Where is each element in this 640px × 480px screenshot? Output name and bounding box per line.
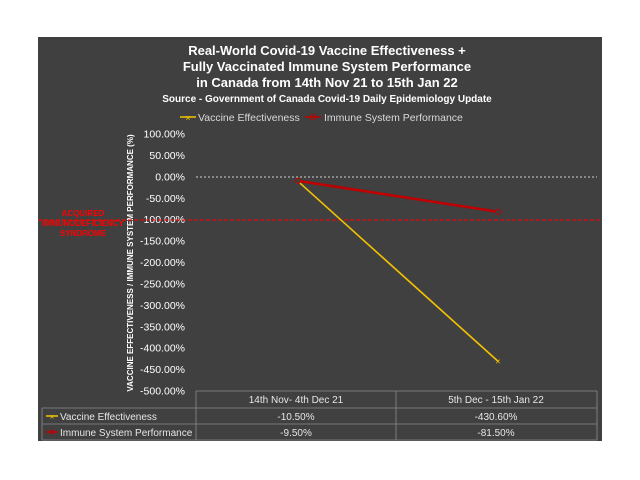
y-tick-label: -200.00% xyxy=(140,257,185,269)
reference-label-line-3: SYNDROME xyxy=(60,229,107,238)
series-line-immune-system-performance xyxy=(297,179,499,214)
data-point-vaccine-effectiveness-2: × xyxy=(495,356,500,366)
chart-background xyxy=(38,37,602,441)
y-tick-label: -50.00% xyxy=(146,193,185,205)
table-row-label-immune-system-performance: Immune System Performance xyxy=(60,428,193,439)
table-cell-immune-system-performance-2: -81.50% xyxy=(477,428,514,439)
reference-label-line-1: ACQUIRED xyxy=(62,209,105,218)
legend-label-vaccine-effectiveness: Vaccine Effectiveness xyxy=(198,112,300,124)
table-row-label-vaccine-effectiveness: Vaccine Effectiveness xyxy=(60,412,157,423)
data-table: 14th Nov- 4th Dec 21 5th Dec - 15th Jan … xyxy=(41,390,598,441)
y-tick-label: -100.00% xyxy=(140,214,185,226)
data-point-immune-system-performance-1 xyxy=(295,177,301,184)
y-tick-label: 50.00% xyxy=(149,150,185,162)
y-axis-ticks: 100.00% 50.00% 0.00% -50.00% -100.00% -150.00… xyxy=(140,129,185,398)
table-cell-immune-system-performance-1: -9.50% xyxy=(280,428,312,439)
y-tick-label: 0.00% xyxy=(155,171,185,183)
table-cell-vaccine-effectiveness-1: -10.50% xyxy=(277,412,314,423)
y-tick-label: 100.00% xyxy=(144,129,185,141)
y-tick-label: -300.00% xyxy=(140,300,185,312)
y-tick-label: -150.00% xyxy=(140,236,185,248)
y-tick-label: -400.00% xyxy=(140,343,185,355)
series-line-vaccine-effectiveness xyxy=(297,180,499,362)
data-point-immune-system-performance-2 xyxy=(495,208,501,215)
y-axis-label: VACCINE EFFECTIVENESS / IMMUNE SYSTEM PE… xyxy=(126,134,135,392)
legend-label-immune-system-performance: Immune System Performance xyxy=(324,112,463,124)
y-tick-label: -350.00% xyxy=(140,321,185,333)
chart-title-line-3: in Canada from 14th Nov 21 to 15th Jan 2… xyxy=(196,75,458,90)
legend-marker-glyph-vaccine-effectiveness: × xyxy=(185,113,190,123)
chart-title-line-1: Real-World Covid-19 Vaccine Effectivenes… xyxy=(188,43,466,58)
table-cell-vaccine-effectiveness-2: -430.60% xyxy=(475,412,518,423)
y-tick-label: -500.00% xyxy=(140,386,185,398)
y-tick-label: -450.00% xyxy=(140,364,185,376)
table-legend-glyph-vaccine-effectiveness: × xyxy=(50,413,55,422)
table-legend-dot-immune-system-performance xyxy=(49,429,55,435)
chart-subtitle: Source - Government of Canada Covid-19 D… xyxy=(162,94,492,105)
series-layer: ×× xyxy=(295,176,501,366)
legend: × Vaccine Effectiveness Immune System Pe… xyxy=(180,112,463,124)
y-tick-label: -250.00% xyxy=(140,278,185,290)
reference-label-line-2: IMMUNODEFICIENCY xyxy=(42,219,124,228)
table-header-category-1: 14th Nov- 4th Dec 21 xyxy=(249,395,344,406)
chart-title-line-2: Fully Vaccinated Immune System Performan… xyxy=(183,59,471,74)
table-header-category-2: 5th Dec - 15th Jan 22 xyxy=(448,395,544,406)
legend-marker-dot-immune-system-performance xyxy=(310,114,316,120)
